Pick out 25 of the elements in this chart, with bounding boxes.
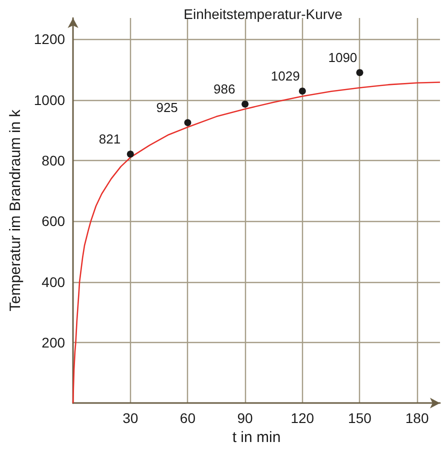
- x-tick-label: 180: [405, 410, 429, 426]
- y-tick-label: 200: [42, 334, 66, 350]
- chart-title: Einheitstemperatur-Kurve: [184, 6, 343, 22]
- y-tick-label: 1000: [34, 92, 66, 108]
- data-label: 1029: [270, 68, 300, 84]
- data-label: 821: [98, 132, 121, 147]
- data-label: 925: [156, 100, 178, 116]
- point: [356, 69, 364, 76]
- point: [298, 88, 306, 95]
- x-tick-label: 30: [122, 410, 138, 426]
- x-tick-label: 150: [348, 410, 372, 426]
- point: [242, 100, 249, 108]
- x-axis-title: t in min: [232, 429, 281, 446]
- y-tick-label: 800: [42, 152, 66, 169]
- data-label: 986: [214, 82, 236, 97]
- point: [184, 119, 192, 126]
- y-tick-label: 1200: [34, 31, 66, 48]
- point: [126, 150, 134, 158]
- y-tick-label: 400: [42, 274, 66, 290]
- y-tick-label: 600: [42, 213, 66, 230]
- x-tick-label: 60: [180, 410, 196, 426]
- x-tick-label: 120: [290, 410, 314, 426]
- data-label: 1090: [328, 50, 358, 66]
- y-axis-title: Temperatur im Brandraum in k: [7, 109, 24, 312]
- x-tick-label: 90: [237, 410, 254, 426]
